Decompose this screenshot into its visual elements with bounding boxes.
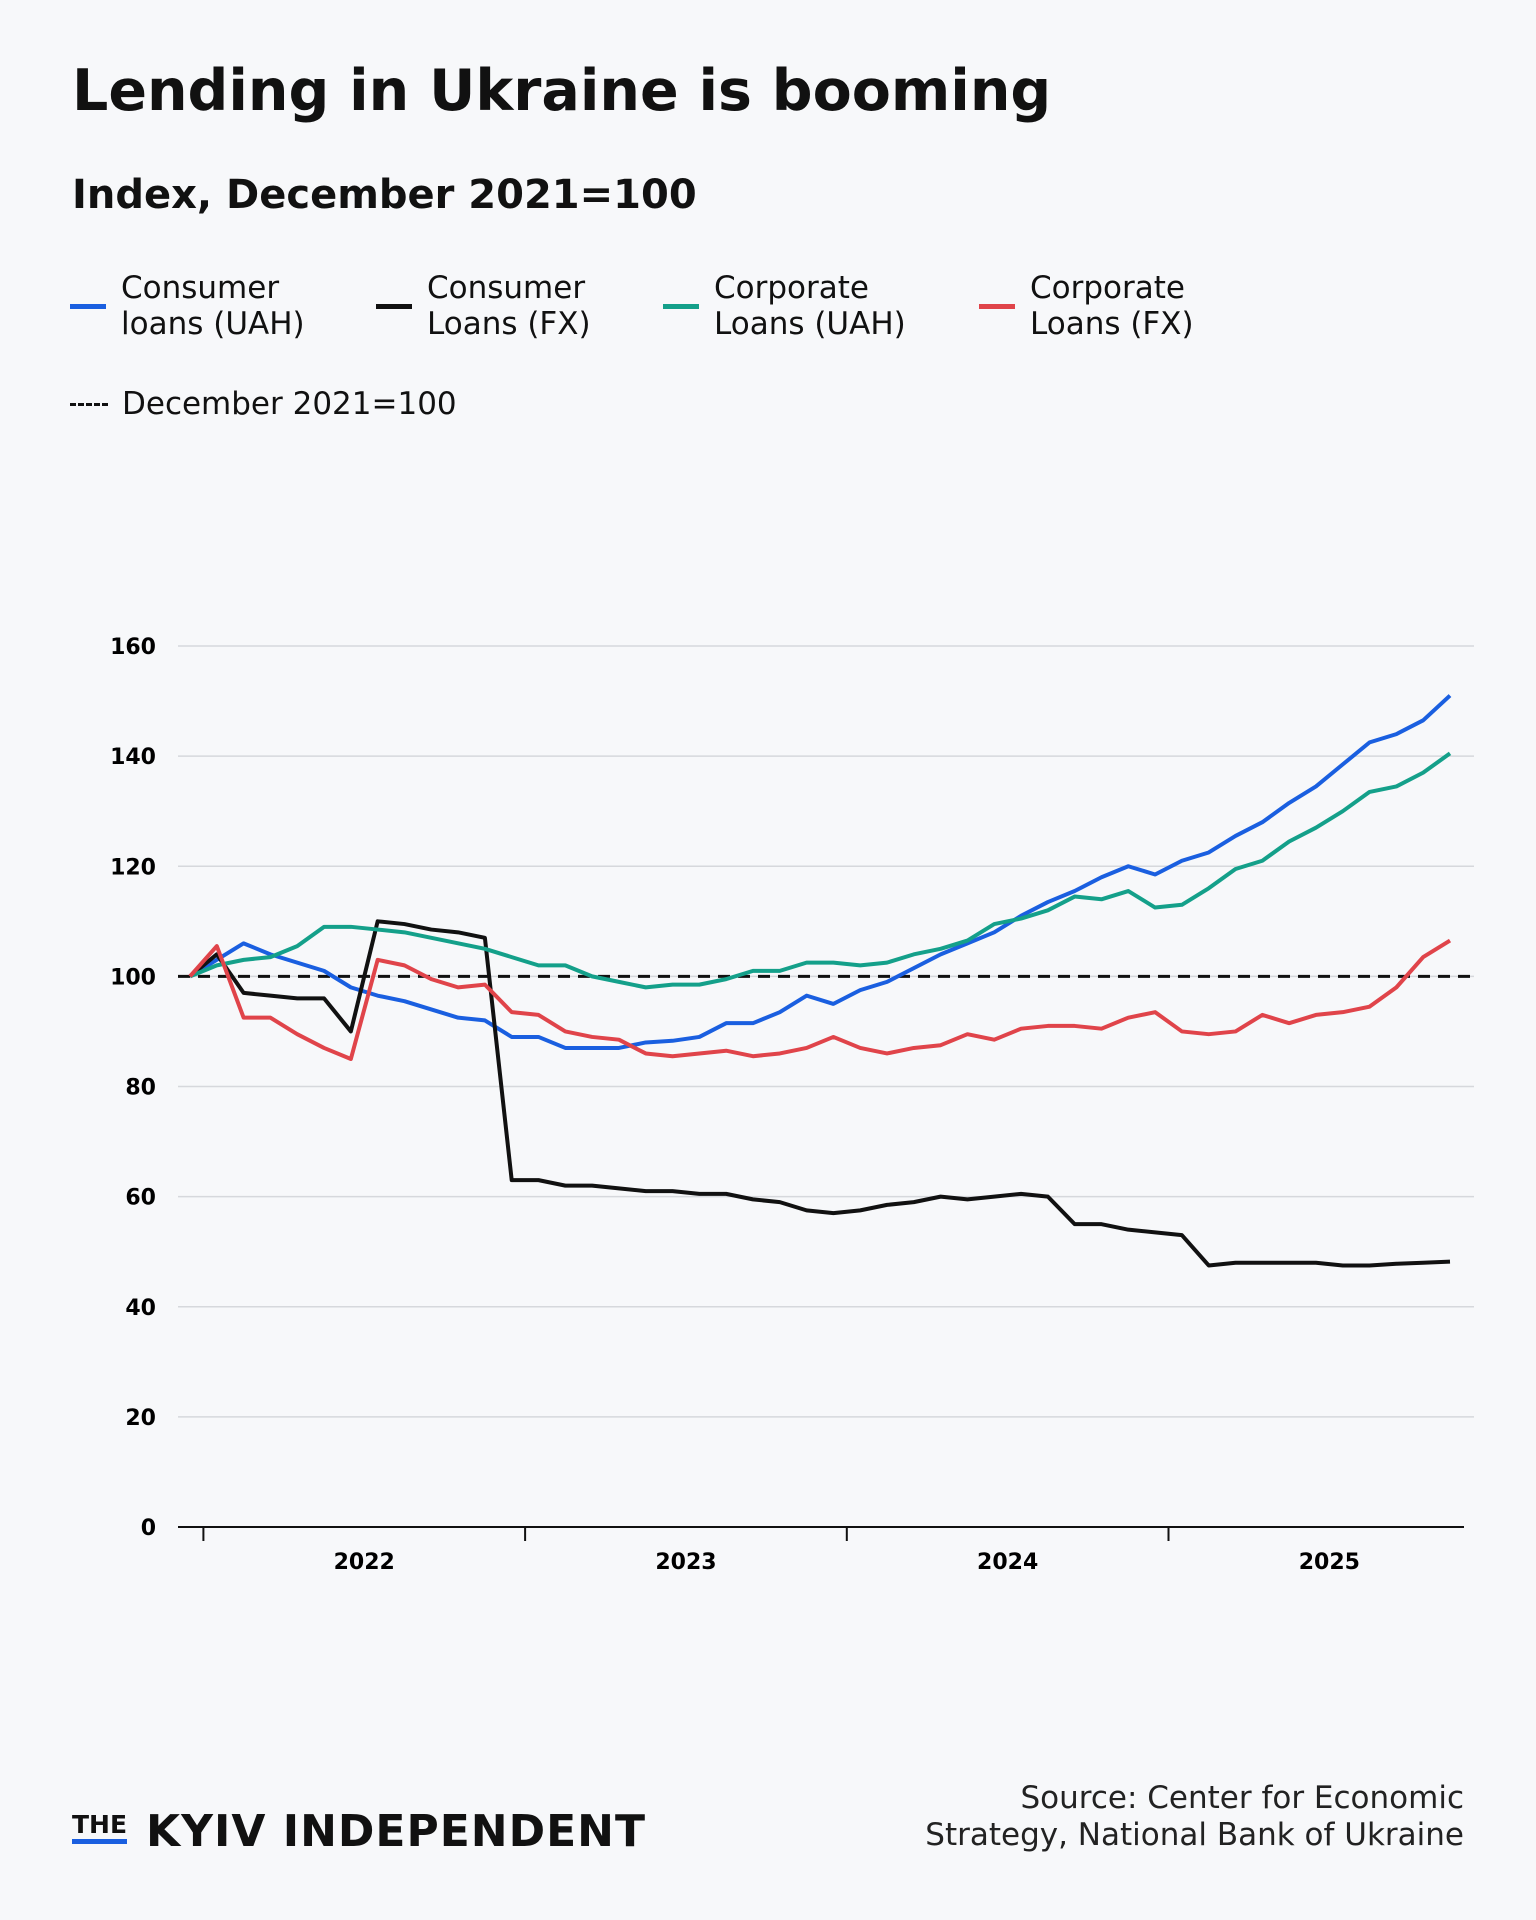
series-line [188, 938, 1452, 1061]
x-tick-label: 2022 [334, 1550, 395, 1575]
y-tick-label: 120 [110, 855, 156, 880]
legend-label: Corporate Loans (UAH) [714, 270, 906, 342]
x-tick-label: 2024 [977, 1550, 1038, 1575]
chart-title: Lending in Ukraine is booming [72, 58, 1052, 124]
legend-swatch [663, 304, 699, 309]
legend-swatch [70, 403, 108, 406]
y-tick-label: 140 [110, 745, 156, 770]
legend-label: Corporate Loans (FX) [1030, 270, 1194, 342]
y-tick-label: 160 [110, 635, 156, 660]
y-tick-label: 0 [141, 1516, 156, 1541]
logo-main: KYIV INDEPENDENT [146, 1806, 647, 1857]
source-line: Source: Center for Economic [1020, 1780, 1464, 1816]
y-tick-label: 60 [125, 1186, 156, 1211]
chart-subtitle: Index, December 2021=100 [72, 172, 697, 218]
y-tick-label: 40 [125, 1296, 156, 1321]
series-line [188, 919, 1451, 1268]
source: Source: Center for Economic Strategy, Na… [925, 1780, 1464, 1854]
legend-label: Consumer Loans (FX) [427, 270, 591, 342]
legend-swatch [70, 304, 106, 309]
legend-label: Consumer loans (UAH) [121, 270, 305, 342]
y-tick-label: 20 [125, 1406, 156, 1431]
logo-small: THE [72, 1811, 128, 1844]
legend-label: December 2021=100 [122, 386, 457, 422]
x-tick-label: 2023 [655, 1550, 716, 1575]
legend-swatch [979, 304, 1015, 309]
source-line: Strategy, National Bank of Ukraine [925, 1817, 1464, 1853]
series-line [189, 751, 1452, 990]
y-tick-label: 100 [110, 965, 156, 990]
y-tick-label: 80 [125, 1076, 156, 1101]
series-line [188, 694, 1452, 1050]
x-tick-label: 2025 [1299, 1550, 1360, 1575]
legend-swatch [376, 304, 412, 309]
